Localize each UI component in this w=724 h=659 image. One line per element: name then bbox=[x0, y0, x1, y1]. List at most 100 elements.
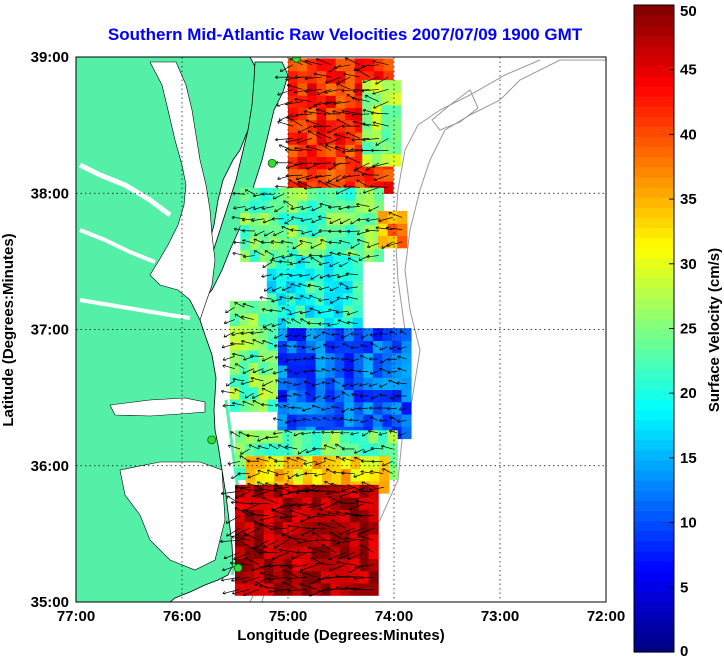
velocity-cell bbox=[235, 521, 246, 535]
velocity-vector-head bbox=[302, 417, 306, 422]
velocity-vector bbox=[314, 174, 332, 178]
velocity-vector-head bbox=[284, 483, 288, 487]
velocity-cell bbox=[267, 300, 278, 314]
velocity-vector bbox=[382, 468, 393, 474]
velocity-vector bbox=[233, 241, 246, 244]
velocity-vector bbox=[313, 125, 332, 127]
velocity-vector-head bbox=[294, 371, 298, 375]
velocity-vector bbox=[300, 527, 317, 536]
velocity-cell bbox=[297, 131, 308, 145]
velocity-vector bbox=[309, 307, 320, 312]
velocity-vector bbox=[278, 113, 294, 121]
velocity-vector-head bbox=[276, 103, 280, 107]
velocity-vector-head bbox=[346, 312, 351, 316]
velocity-vector-head bbox=[264, 250, 269, 254]
velocity-vector bbox=[287, 490, 307, 493]
plot-frame bbox=[75, 56, 607, 603]
velocity-vector bbox=[298, 283, 311, 288]
velocity-vector-head bbox=[359, 394, 363, 398]
velocity-vector bbox=[350, 242, 361, 249]
velocity-vector bbox=[370, 447, 384, 450]
velocity-vector bbox=[262, 340, 274, 345]
velocity-cell bbox=[296, 328, 307, 341]
velocity-vector-head bbox=[288, 503, 292, 508]
velocity-vector-head bbox=[232, 591, 236, 595]
velocity-vector bbox=[345, 156, 360, 164]
velocity-vector bbox=[350, 333, 359, 335]
velocity-cell bbox=[324, 255, 335, 269]
velocity-vector bbox=[278, 549, 298, 553]
velocity-vector bbox=[341, 88, 360, 92]
velocity-vector bbox=[301, 230, 313, 235]
velocity-vector bbox=[379, 383, 388, 388]
velocity-cell bbox=[379, 480, 390, 494]
velocity-vector bbox=[304, 88, 322, 93]
velocity-cell bbox=[354, 224, 365, 238]
velocity-cell bbox=[334, 377, 345, 391]
velocity-vector bbox=[351, 138, 370, 141]
velocity-vector bbox=[290, 510, 307, 517]
chesapeake-bay bbox=[149, 61, 216, 321]
velocity-cell bbox=[283, 468, 294, 482]
colorbar-segment bbox=[634, 621, 674, 633]
velocity-vector bbox=[232, 378, 245, 382]
velocity-vector bbox=[347, 552, 365, 560]
velocity-vector bbox=[350, 432, 359, 435]
velocity-vector-head bbox=[369, 333, 373, 337]
velocity-vector-head bbox=[312, 430, 316, 435]
velocity-cell bbox=[307, 187, 318, 201]
colorbar-segment bbox=[634, 156, 674, 168]
velocity-vector bbox=[267, 469, 279, 474]
velocity-vector bbox=[259, 585, 279, 590]
velocity-vector-head bbox=[275, 395, 280, 400]
velocity-vector bbox=[334, 502, 355, 504]
velocity-vector-head bbox=[288, 475, 292, 480]
velocity-vector-head bbox=[278, 117, 282, 122]
velocity-vector-head bbox=[289, 296, 294, 300]
velocity-vector bbox=[368, 206, 380, 212]
velocity-vector-head bbox=[399, 330, 404, 334]
velocity-vector-head bbox=[362, 449, 367, 453]
velocity-vector-head bbox=[347, 257, 352, 261]
velocity-vectors bbox=[219, 57, 407, 597]
velocity-vector bbox=[346, 206, 360, 208]
velocity-vector bbox=[354, 448, 365, 454]
velocity-vector bbox=[254, 576, 269, 586]
velocity-vector bbox=[328, 174, 341, 183]
velocity-vector-head bbox=[326, 511, 331, 515]
velocity-vector bbox=[289, 274, 301, 277]
velocity-vector-head bbox=[306, 166, 310, 170]
colorbar-segment bbox=[634, 106, 674, 117]
velocity-vector bbox=[325, 144, 341, 151]
velocity-vector-head bbox=[368, 429, 372, 434]
velocity-cell bbox=[368, 521, 379, 535]
velocity-vector bbox=[336, 455, 346, 462]
velocity-vector-head bbox=[261, 274, 265, 278]
velocity-vector-head bbox=[250, 567, 255, 572]
velocity-vector-head bbox=[235, 532, 239, 536]
velocity-vector-head bbox=[244, 507, 248, 511]
velocity-vector-head bbox=[352, 120, 356, 125]
velocity-vector bbox=[327, 511, 346, 517]
velocity-vector-head bbox=[227, 444, 232, 448]
velocity-vector bbox=[370, 371, 378, 375]
velocity-vector bbox=[336, 119, 351, 127]
velocity-vector bbox=[342, 457, 355, 462]
velocity-vector-head bbox=[340, 430, 344, 435]
velocity-cell bbox=[326, 187, 337, 201]
velocity-vector-head bbox=[234, 507, 238, 511]
velocity-cell bbox=[368, 430, 379, 444]
velocity-vector-head bbox=[358, 406, 362, 411]
velocity-cell bbox=[369, 456, 380, 470]
velocity-vector-head bbox=[315, 58, 320, 62]
velocity-cell bbox=[235, 582, 246, 596]
velocity-vector-head bbox=[267, 577, 272, 581]
velocity-vector-head bbox=[281, 287, 286, 291]
velocity-vector bbox=[232, 252, 246, 256]
velocity-vector bbox=[310, 369, 321, 372]
colorbar-segment bbox=[634, 510, 674, 522]
velocity-vector-head bbox=[254, 544, 259, 549]
velocity-vector-head bbox=[338, 531, 343, 535]
velocity-cell bbox=[371, 92, 382, 106]
velocity-vector bbox=[294, 147, 313, 151]
